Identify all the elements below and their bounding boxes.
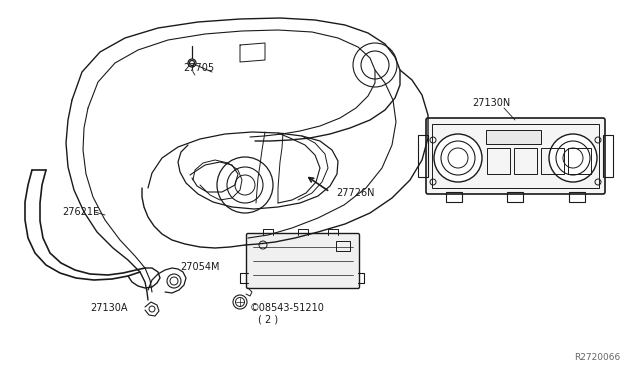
- Bar: [446, 192, 462, 202]
- Text: ©08543-51210: ©08543-51210: [250, 303, 325, 313]
- Circle shape: [549, 134, 597, 182]
- Bar: [418, 135, 428, 177]
- Bar: [336, 241, 350, 251]
- Bar: [541, 148, 564, 174]
- Bar: [514, 148, 537, 174]
- Bar: [507, 192, 523, 202]
- Text: 27726N: 27726N: [336, 188, 374, 198]
- FancyBboxPatch shape: [246, 234, 360, 289]
- Text: 27621E: 27621E: [62, 207, 99, 217]
- Text: ( 2 ): ( 2 ): [258, 314, 278, 324]
- Text: R2720066: R2720066: [574, 353, 620, 362]
- Circle shape: [434, 134, 482, 182]
- Bar: [569, 192, 585, 202]
- Text: 27130A: 27130A: [90, 303, 127, 313]
- Bar: [432, 124, 599, 188]
- Text: 27054M: 27054M: [180, 262, 220, 272]
- Text: 27705: 27705: [183, 63, 214, 73]
- Bar: [486, 130, 541, 144]
- Bar: [603, 135, 613, 177]
- Bar: [568, 148, 591, 174]
- FancyBboxPatch shape: [426, 118, 605, 194]
- Text: 27130N: 27130N: [472, 98, 510, 108]
- Bar: [487, 148, 510, 174]
